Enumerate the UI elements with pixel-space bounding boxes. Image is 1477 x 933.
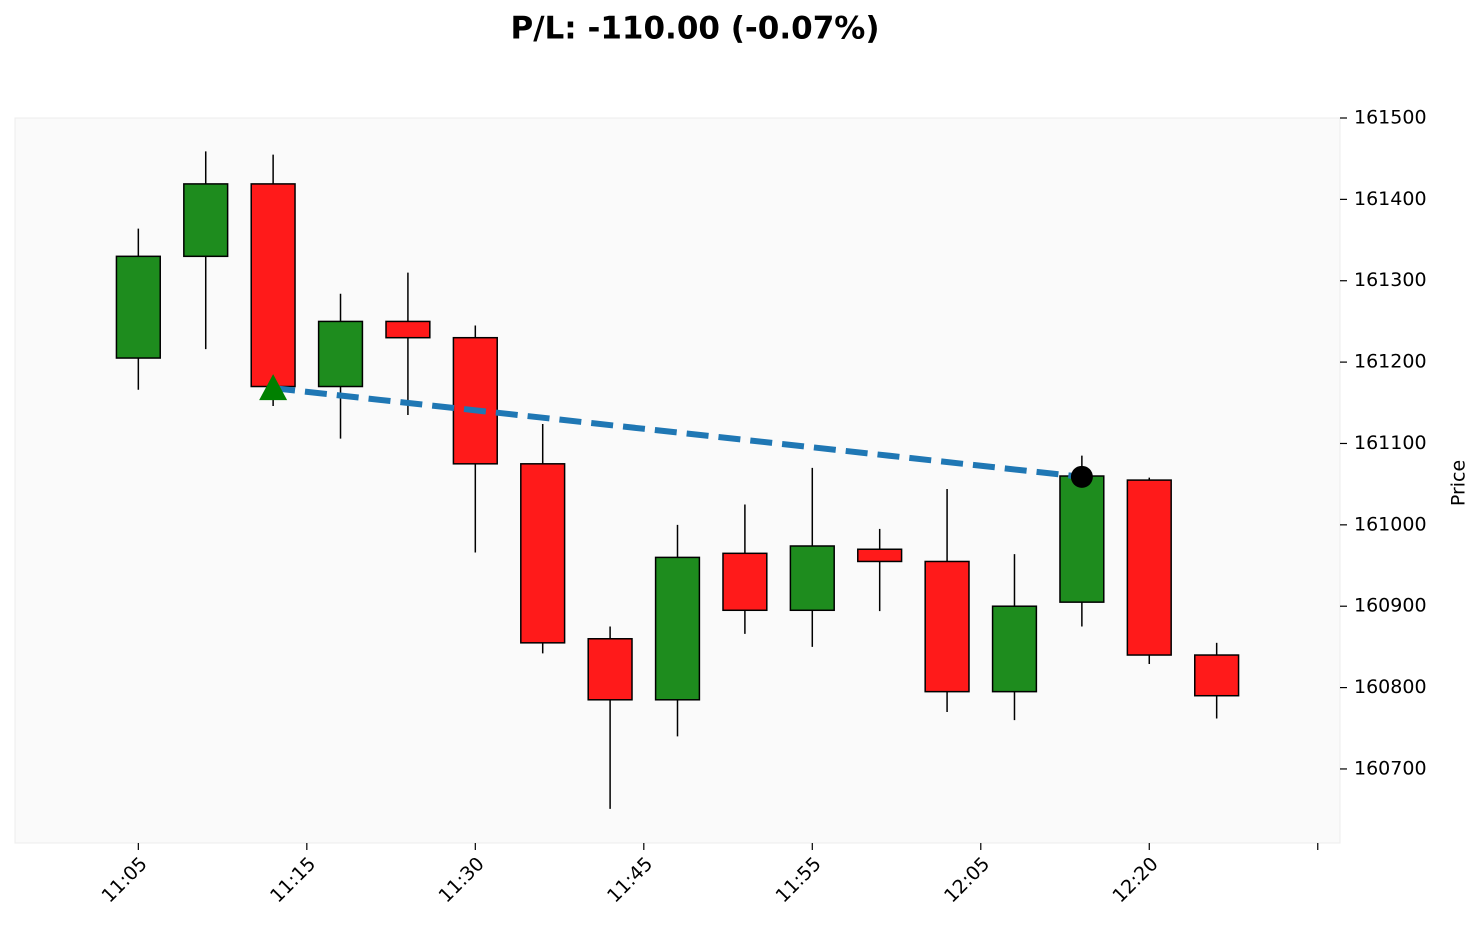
candle-body — [1059, 475, 1105, 603]
y-tick-label: 161100 — [1354, 432, 1427, 454]
candle-body — [317, 320, 364, 388]
x-tick-label: 12:20 — [1108, 853, 1162, 907]
x-tick-label: 12:05 — [940, 853, 994, 907]
candle-body — [520, 463, 566, 644]
x-tick-label: 11:55 — [771, 853, 825, 907]
entry-marker — [259, 374, 288, 401]
y-tick-label: 160800 — [1354, 676, 1427, 698]
candle-body — [1194, 654, 1240, 697]
x-tick-label: 11:05 — [97, 853, 151, 907]
y-tick-label: 161000 — [1354, 513, 1427, 535]
candle-body — [250, 183, 296, 388]
x-tick-label: 11:15 — [266, 853, 320, 907]
candle-body — [789, 545, 835, 612]
x-tick-label: 11:30 — [434, 853, 488, 907]
y-tick-label: 160900 — [1354, 595, 1427, 617]
candle-body — [857, 548, 903, 563]
candle-body — [115, 255, 161, 359]
candle-body — [452, 336, 498, 465]
exit-marker — [1070, 465, 1093, 488]
trade-line — [272, 385, 1083, 480]
x-tick-label: 11:45 — [603, 853, 657, 907]
y-tick-label: 160700 — [1354, 757, 1427, 779]
chart-title: P/L: -110.00 (-0.07%) — [510, 11, 879, 47]
y-tick-label: 161500 — [1354, 107, 1427, 129]
candle-body — [1126, 479, 1172, 656]
y-axis-label: Price — [1448, 460, 1470, 506]
candle-body — [385, 320, 431, 339]
candle-body — [183, 183, 229, 258]
y-tick-label: 161300 — [1354, 269, 1427, 291]
candle-body — [587, 638, 633, 701]
y-tick-label: 161200 — [1354, 351, 1427, 373]
candle-body — [924, 560, 970, 693]
candle-body — [654, 556, 701, 701]
y-tick-label: 161400 — [1354, 188, 1427, 210]
candle-body — [722, 552, 768, 612]
candle-body — [991, 605, 1038, 693]
